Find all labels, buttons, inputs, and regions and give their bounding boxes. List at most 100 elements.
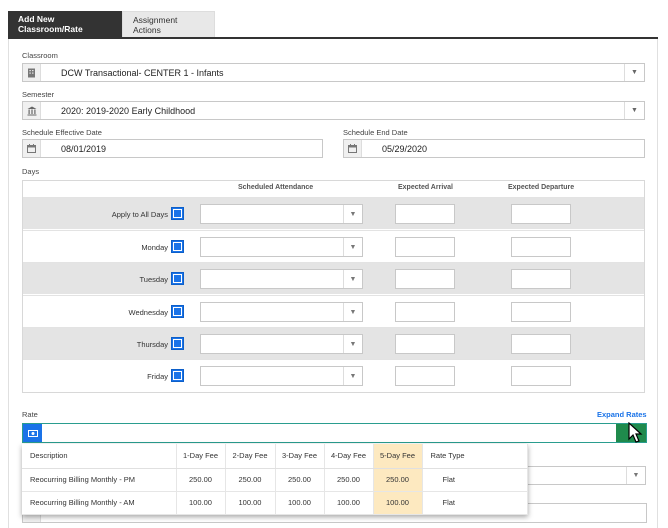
calendar-icon — [23, 140, 41, 157]
table-header-row: Description 1-Day Fee 2-Day Fee 3-Day Fe… — [22, 444, 528, 469]
tab-bar: Add New Classroom/Rate Assignment Action… — [8, 11, 215, 37]
arrival-input[interactable] — [395, 269, 455, 289]
classroom-select[interactable]: DCW Transactional- CENTER 1 - Infants ▼ — [22, 63, 645, 82]
cell-2-day-fee: 100.00 — [225, 491, 276, 515]
tab-underline — [8, 37, 658, 39]
end-date-value: 05/29/2020 — [382, 143, 428, 154]
cell-5-day-fee: 100.00 — [373, 491, 423, 515]
days-label: Days — [22, 167, 40, 176]
cell-1-day-fee: 250.00 — [176, 468, 226, 492]
attendance-select[interactable]: ▼ — [200, 334, 363, 354]
semester-label: Semester — [22, 90, 55, 99]
chevron-down-icon: ▼ — [343, 205, 362, 223]
semester-value: 2020: 2019-2020 Early Childhood — [61, 105, 196, 116]
cell-3-day-fee: 250.00 — [275, 468, 325, 492]
attendance-select[interactable]: ▼ — [200, 366, 363, 386]
day-checkbox[interactable] — [171, 369, 184, 382]
day-checkbox[interactable] — [171, 272, 184, 285]
classroom-label: Classroom — [22, 51, 58, 60]
attendance-select[interactable]: ▼ — [200, 302, 363, 322]
rate-label: Rate — [22, 410, 38, 419]
money-icon — [23, 424, 42, 442]
cell-5-day-fee: 250.00 — [373, 468, 423, 492]
cell-1-day-fee: 100.00 — [176, 491, 226, 515]
day-checkbox[interactable] — [171, 305, 184, 318]
semester-select[interactable]: 2020: 2019-2020 Early Childhood ▼ — [22, 101, 645, 120]
effective-date-label: Schedule Effective Date — [22, 128, 102, 137]
days-grid — [22, 180, 645, 393]
cell-2-day-fee: 250.00 — [225, 468, 276, 492]
cell-3-day-fee: 100.00 — [275, 491, 325, 515]
mouse-cursor-icon — [628, 422, 643, 443]
day-row-thursday: Thursday ▼ — [23, 327, 644, 359]
rate-dropdown-table: Description 1-Day Fee 2-Day Fee 3-Day Fe… — [22, 444, 528, 515]
effective-date-input[interactable]: 08/01/2019 — [22, 139, 323, 158]
day-checkbox[interactable] — [171, 240, 184, 253]
day-row-all: Apply to All Days ▼ — [23, 197, 644, 229]
arrival-input[interactable] — [395, 366, 455, 386]
table-row[interactable]: Reocurring Billing Monthly - AM 100.00 1… — [22, 491, 528, 515]
chevron-down-icon: ▼ — [626, 467, 645, 484]
arrival-input[interactable] — [395, 302, 455, 322]
rate-input[interactable] — [22, 423, 647, 443]
effective-date-value: 08/01/2019 — [61, 143, 107, 154]
tab-assignment-actions[interactable]: Assignment Actions — [122, 11, 215, 37]
th-3-day-fee: 3-Day Fee — [275, 444, 325, 469]
th-5-day-fee: 5-Day Fee — [373, 444, 423, 469]
departure-input[interactable] — [511, 237, 571, 257]
chevron-down-icon: ▼ — [343, 238, 362, 256]
end-date-label: Schedule End Date — [343, 128, 408, 137]
attendance-select[interactable]: ▼ — [200, 204, 363, 224]
departure-input[interactable] — [511, 269, 571, 289]
table-row[interactable]: Reocurring Billing Monthly - PM 250.00 2… — [22, 468, 528, 492]
chevron-down-icon: ▼ — [343, 335, 362, 353]
day-label: Thursday — [136, 340, 168, 349]
day-row-tuesday: Tuesday ▼ — [23, 262, 644, 294]
cell-4-day-fee: 250.00 — [324, 468, 374, 492]
day-row-monday: Monday ▼ — [23, 230, 644, 262]
day-row-wednesday: Wednesday ▼ — [23, 295, 644, 327]
arrival-input[interactable] — [395, 204, 455, 224]
day-row-friday: Friday ▼ — [23, 359, 644, 391]
form-panel — [8, 39, 658, 528]
col-expected-departure: Expected Departure — [508, 184, 575, 191]
th-description: Description — [22, 444, 177, 469]
attendance-select[interactable]: ▼ — [200, 237, 363, 257]
tab-add-new-classroom-rate[interactable]: Add New Classroom/Rate — [8, 11, 122, 37]
cell-rate-type: Flat — [422, 491, 528, 515]
cell-description: Reocurring Billing Monthly - AM — [22, 491, 177, 515]
day-label: Monday — [141, 243, 168, 252]
departure-input[interactable] — [511, 334, 571, 354]
arrival-input[interactable] — [395, 237, 455, 257]
day-checkbox[interactable] — [171, 207, 184, 220]
day-label: Friday — [147, 372, 168, 381]
cell-rate-type: Flat — [422, 468, 528, 492]
cell-4-day-fee: 100.00 — [324, 491, 374, 515]
chevron-down-icon: ▼ — [343, 367, 362, 385]
th-rate-type: Rate Type — [422, 444, 528, 469]
end-date-input[interactable]: 05/29/2020 — [343, 139, 645, 158]
th-1-day-fee: 1-Day Fee — [176, 444, 226, 469]
day-label: Tuesday — [139, 275, 169, 284]
chevron-down-icon: ▼ — [343, 270, 362, 288]
th-2-day-fee: 2-Day Fee — [225, 444, 276, 469]
chevron-down-icon: ▼ — [343, 303, 362, 321]
chevron-down-icon: ▼ — [624, 102, 644, 119]
attendance-select[interactable]: ▼ — [200, 269, 363, 289]
th-4-day-fee: 4-Day Fee — [324, 444, 374, 469]
institution-icon — [23, 102, 41, 119]
day-label: Apply to All Days — [111, 210, 168, 219]
departure-input[interactable] — [511, 204, 571, 224]
expand-rates-link[interactable]: Expand Rates — [597, 410, 647, 419]
arrival-input[interactable] — [395, 334, 455, 354]
day-label: Wednesday — [128, 308, 168, 317]
col-scheduled-attendance: Scheduled Attendance — [238, 184, 314, 191]
col-expected-arrival: Expected Arrival — [398, 184, 453, 191]
calendar-icon — [344, 140, 362, 157]
day-checkbox[interactable] — [171, 337, 184, 350]
departure-input[interactable] — [511, 302, 571, 322]
classroom-value: DCW Transactional- CENTER 1 - Infants — [61, 67, 224, 78]
cell-description: Reocurring Billing Monthly - PM — [22, 468, 177, 492]
departure-input[interactable] — [511, 366, 571, 386]
chevron-down-icon: ▼ — [624, 64, 644, 81]
